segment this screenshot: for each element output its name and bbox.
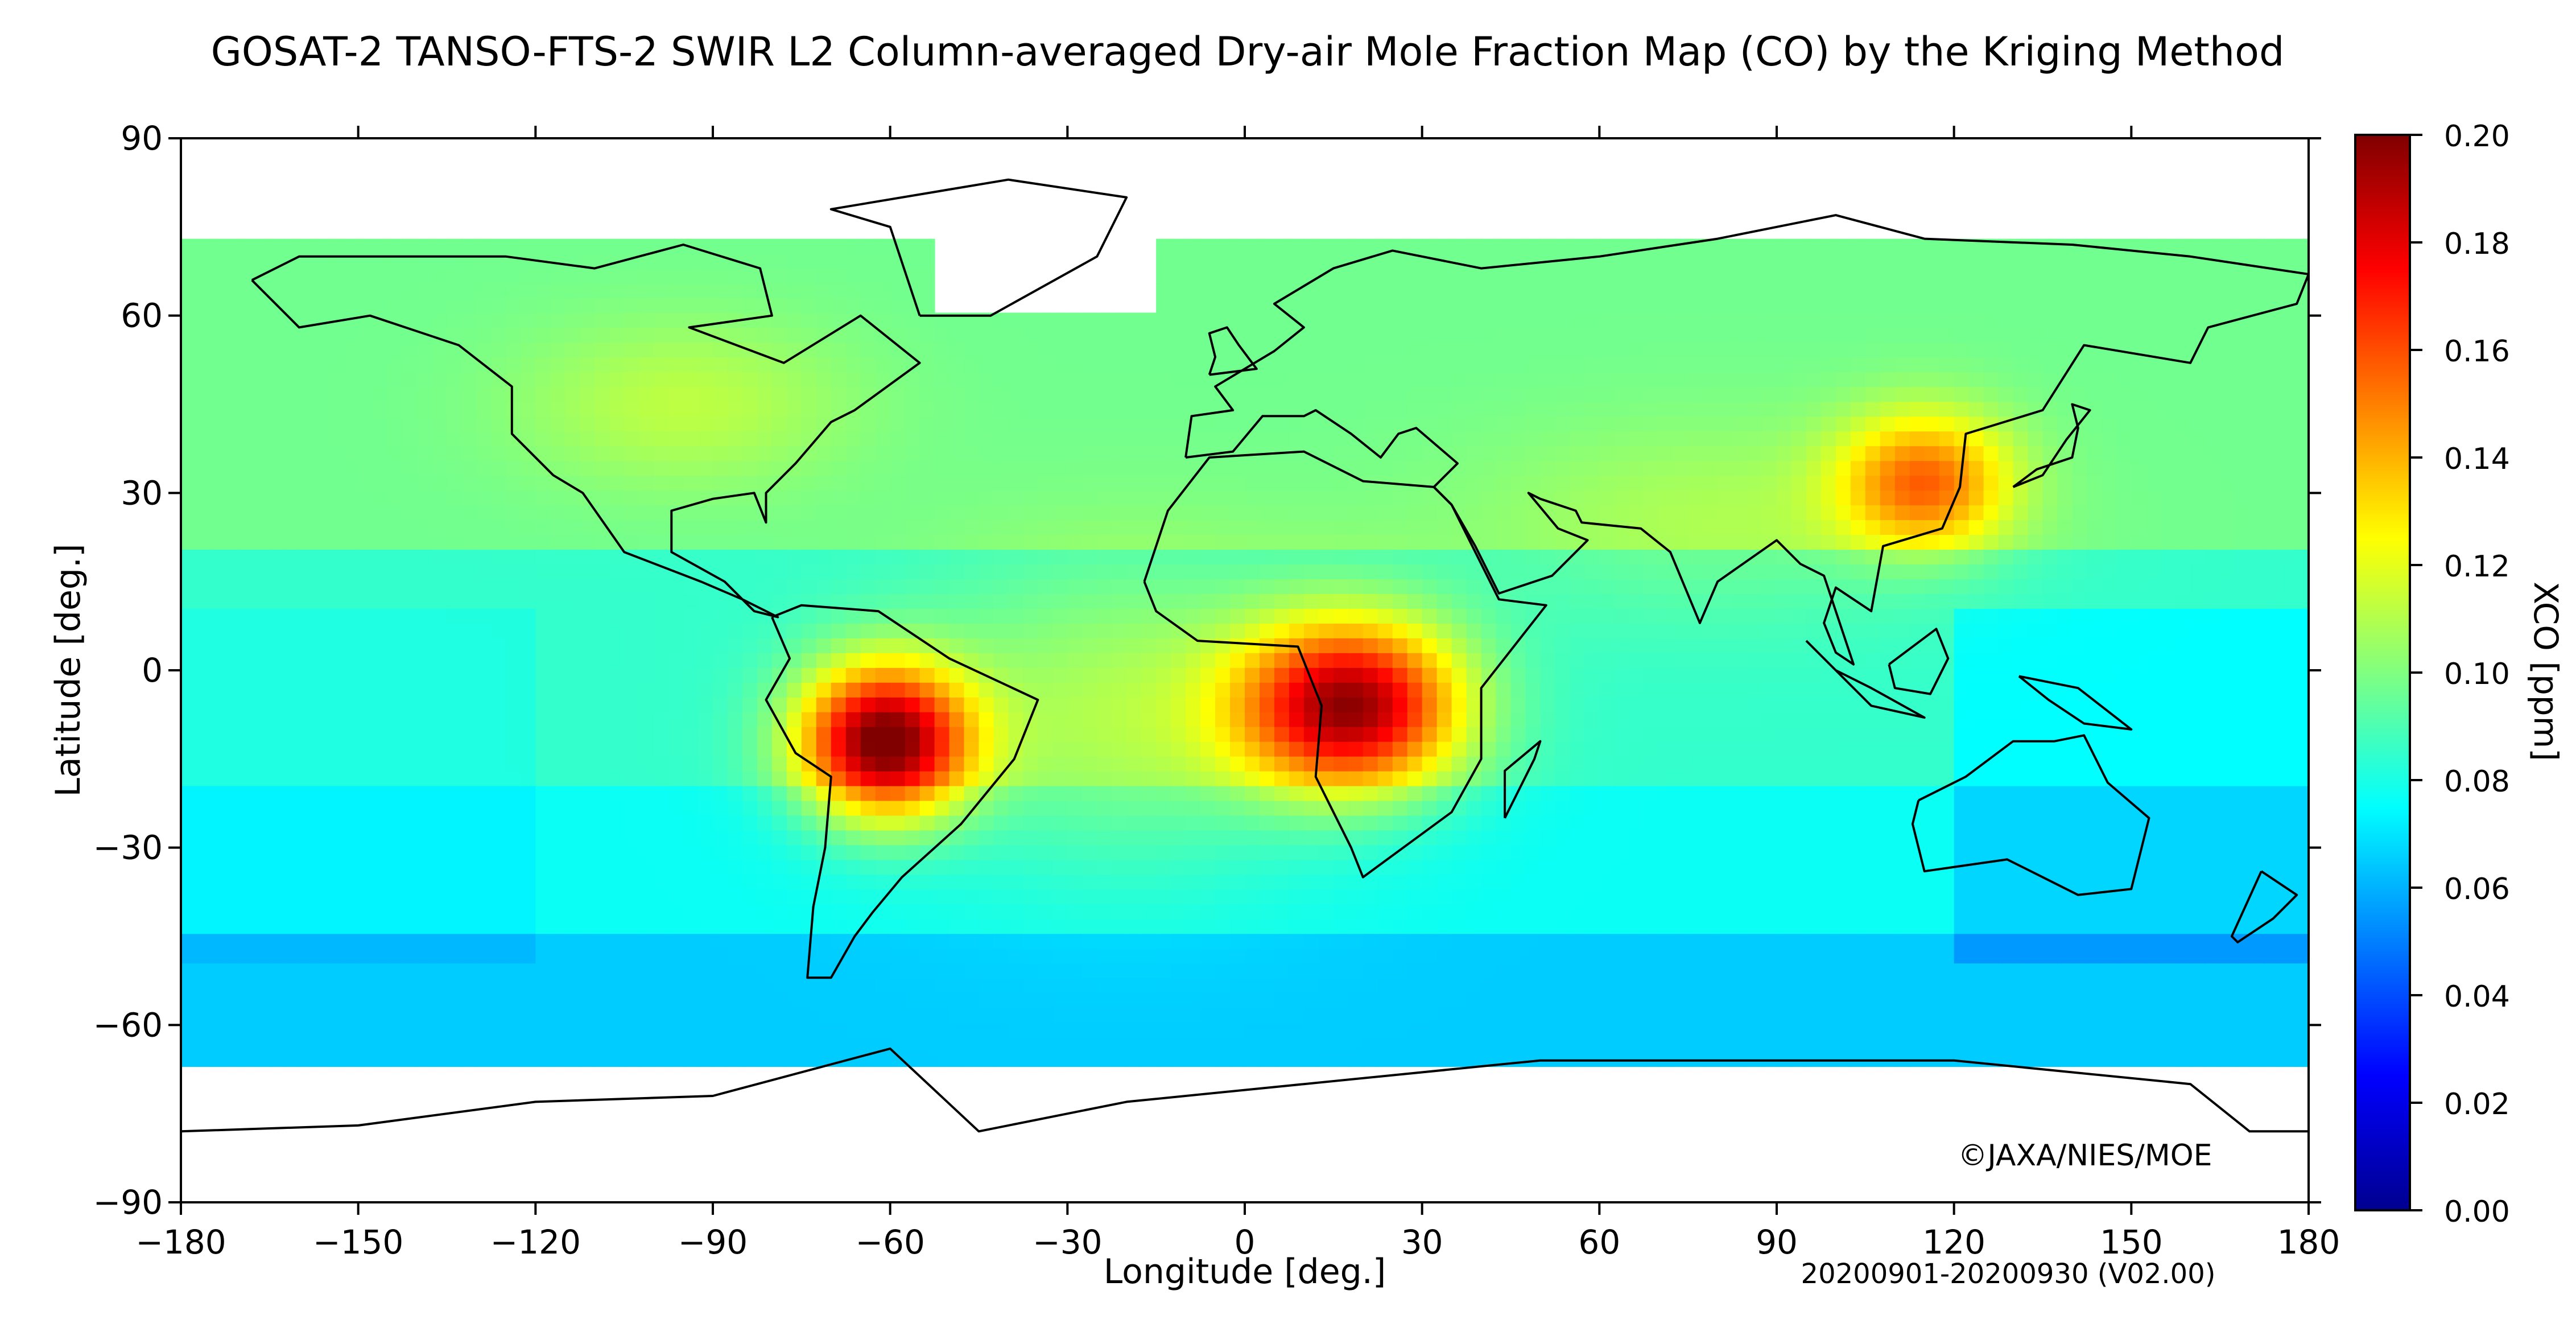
coastline: [2230, 870, 2298, 943]
colorbar-tick-label: 0.00: [2444, 1195, 2510, 1229]
colorbar-tick-label: 0.14: [2444, 442, 2510, 476]
y-axis-label: Latitude [deg.]: [48, 544, 88, 797]
y-tick-label: 90: [121, 119, 163, 158]
y-axis: 90 60 30 0 −30 −60 −90: [93, 119, 2321, 1222]
colorbar-tick-label: 0.18: [2444, 227, 2510, 261]
coastline: [2012, 403, 2091, 488]
coastline: [2018, 675, 2133, 731]
colorbar: 0.20 0.18 0.16 0.14 0.12 0.10 0.08 0.06 0.04 0.02…: [2354, 119, 2565, 1229]
copyright-text: ©JAXA/NIES/MOE: [1958, 1139, 2212, 1173]
x-tick-label: −60: [855, 1223, 924, 1261]
colorbar-tick-label: 0.04: [2444, 980, 2510, 1014]
coastline: [181, 1047, 2309, 1133]
colorbar-tick-label: 0.10: [2444, 657, 2510, 691]
colorbar-gradient: [2354, 134, 2411, 1211]
colorbar-tick-label: 0.06: [2444, 872, 2510, 906]
coastline: [1143, 450, 1547, 879]
colorbar-tick-label: 0.12: [2444, 550, 2510, 584]
y-tick-label: −90: [93, 1183, 163, 1222]
colorbar-tick-label: 0.08: [2444, 765, 2510, 799]
xco-field: [181, 238, 2309, 1067]
y-tick-label: −60: [93, 1005, 163, 1044]
x-tick-label: 150: [2100, 1223, 2163, 1261]
colorbar-tick-label: 0.20: [2444, 119, 2510, 154]
coastline: [1805, 640, 1926, 719]
x-tick-label: −180: [135, 1223, 226, 1261]
coastline: [829, 178, 1128, 317]
x-tick-label: −120: [490, 1223, 581, 1261]
x-tick-label: −150: [313, 1223, 403, 1261]
x-tick-label: 120: [1922, 1223, 1985, 1261]
x-axis: −180 −150 −120 −90 −60 −30 0 30 60 90 120 150 180: [135, 126, 2340, 1261]
map-area: [181, 138, 2309, 1202]
coastline: [1888, 628, 1950, 695]
x-tick-label: 60: [1578, 1223, 1620, 1261]
x-axis-label: Longitude [deg.]: [1104, 1252, 1386, 1292]
period-text: 20200901-20200930 (V02.00): [1801, 1258, 2216, 1290]
x-tick-label: 30: [1401, 1223, 1443, 1261]
coastlines: [181, 178, 2309, 1133]
x-tick-label: 0: [1235, 1223, 1256, 1261]
x-tick-label: −30: [1033, 1223, 1102, 1261]
coastline: [1911, 734, 2150, 896]
y-tick-label: 60: [121, 296, 163, 335]
x-tick-label: −90: [678, 1223, 748, 1261]
y-tick-label: 0: [142, 651, 163, 690]
x-tick-label: 90: [1756, 1223, 1798, 1261]
coastline: [1208, 326, 1258, 376]
coastline: [1184, 214, 2309, 666]
colorbar-ticks: 0.20 0.18 0.16 0.14 0.12 0.10 0.08 0.06 0.04 0.02…: [2410, 119, 2510, 1229]
chart-title: GOSAT-2 TANSO-FTS-2 SWIR L2 Column-avera…: [211, 28, 2285, 75]
y-tick-label: 30: [121, 473, 163, 512]
colorbar-tick-label: 0.02: [2444, 1087, 2510, 1122]
y-tick-label: −30: [93, 828, 163, 867]
colorbar-label: XCO [ppm]: [2527, 582, 2565, 761]
coastline: [251, 244, 921, 619]
coastline: [765, 604, 1039, 979]
coastline: [1504, 740, 1542, 819]
colorbar-tick-label: 0.16: [2444, 335, 2510, 369]
x-tick-label: 180: [2277, 1223, 2340, 1261]
